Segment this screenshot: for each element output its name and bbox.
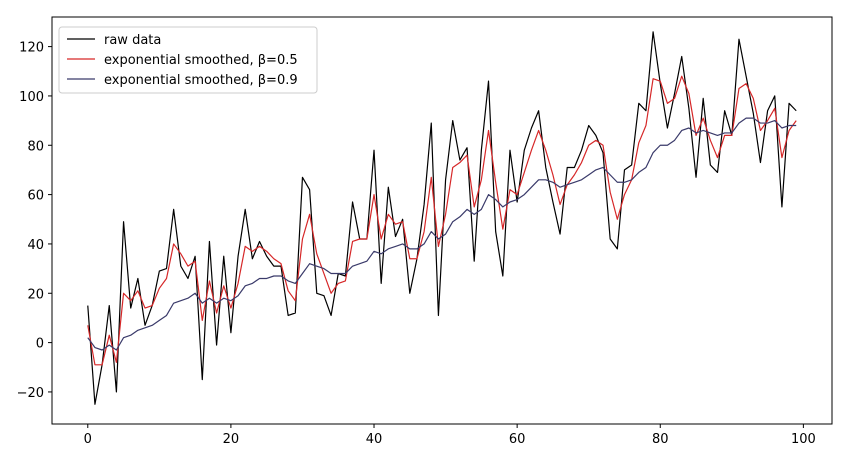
legend-box xyxy=(58,26,318,94)
legend-label-0: raw data xyxy=(104,33,161,48)
y-tick-label: 80 xyxy=(27,139,44,154)
y-tick-label: 120 xyxy=(19,41,44,56)
x-tick-label: 100 xyxy=(791,432,816,447)
y-tick-label: −20 xyxy=(17,386,44,401)
y-tick-label: 0 xyxy=(36,337,44,352)
legend: raw data exponential smoothed, β=0.5 expon… xyxy=(58,26,318,94)
plot-lines xyxy=(87,31,797,405)
y-tick-label: 100 xyxy=(19,90,44,105)
y-axis: −20 0 20 40 60 80 100 120 xyxy=(17,41,52,401)
x-tick-label: 20 xyxy=(223,432,240,447)
legend-label-2: exponential smoothed, β=0.9 xyxy=(104,73,298,88)
legend-label-1: exponential smoothed, β=0.5 xyxy=(104,53,298,68)
series-line-0 xyxy=(87,31,797,405)
y-tick-label: 20 xyxy=(27,287,44,302)
y-tick-label: 40 xyxy=(27,238,44,253)
series-line-2 xyxy=(87,117,797,351)
y-tick-label: 60 xyxy=(27,189,44,204)
x-tick-label: 80 xyxy=(652,432,669,447)
x-axis: 0 20 40 60 80 100 xyxy=(84,424,816,447)
x-tick-label: 60 xyxy=(509,432,526,447)
x-tick-label: 0 xyxy=(84,432,92,447)
x-tick-label: 40 xyxy=(366,432,383,447)
axes-frame xyxy=(51,16,833,425)
